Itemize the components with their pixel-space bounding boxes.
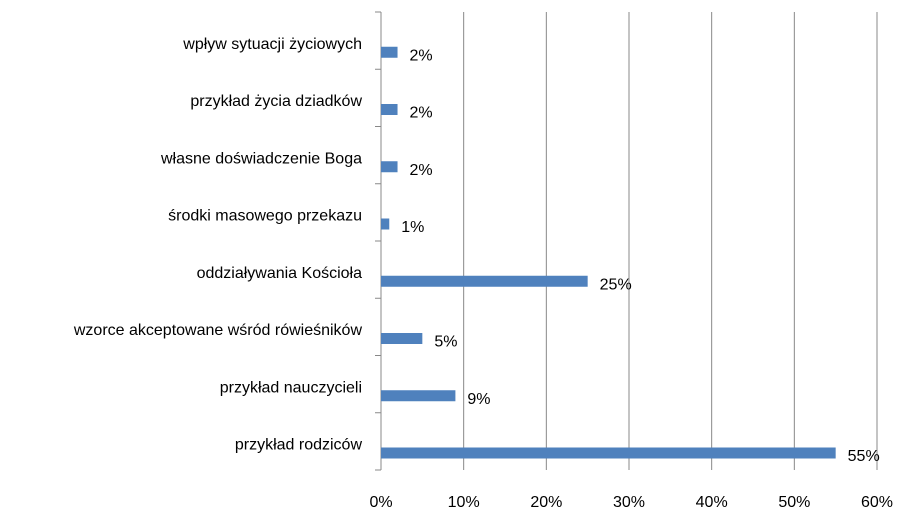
data-label: 25%: [600, 276, 632, 293]
bar: [381, 46, 398, 58]
x-tick-label: 40%: [696, 494, 728, 511]
bar: [381, 390, 456, 402]
y-tick-label: przykład rodziców: [235, 437, 363, 454]
x-tick-label: 60%: [861, 494, 893, 511]
x-tick-label: 50%: [778, 494, 810, 511]
y-tick-label: wzorce akceptowane wśród rówieśników: [73, 322, 363, 339]
x-tick-label: 20%: [530, 494, 562, 511]
bar: [381, 275, 588, 287]
bar: [381, 104, 398, 115]
y-tick-label: własne doświadczenie Boga: [160, 150, 362, 167]
data-label: 55%: [848, 448, 880, 465]
data-label: 2%: [410, 162, 433, 179]
y-tick-label: wpływ sytuacji życiowych: [182, 36, 362, 53]
y-tick-label: przykład życia dziadków: [190, 93, 362, 110]
x-tick-label: 10%: [448, 494, 480, 511]
x-tick-label: 0%: [369, 494, 392, 511]
bar: [381, 218, 390, 230]
bar: [381, 447, 836, 459]
y-tick-label: środki masowego przekazu: [168, 208, 362, 225]
data-label: 9%: [467, 391, 490, 408]
y-tick-label: oddziaływania Kościoła: [197, 265, 363, 282]
bar: [381, 161, 398, 173]
y-tick-label: przykład nauczycieli: [220, 379, 362, 396]
x-tick-label: 30%: [613, 494, 645, 511]
bar: [381, 333, 423, 344]
data-label: 2%: [410, 47, 433, 64]
data-label: 1%: [401, 219, 424, 236]
data-label: 2%: [410, 105, 433, 122]
data-label: 5%: [434, 334, 457, 351]
